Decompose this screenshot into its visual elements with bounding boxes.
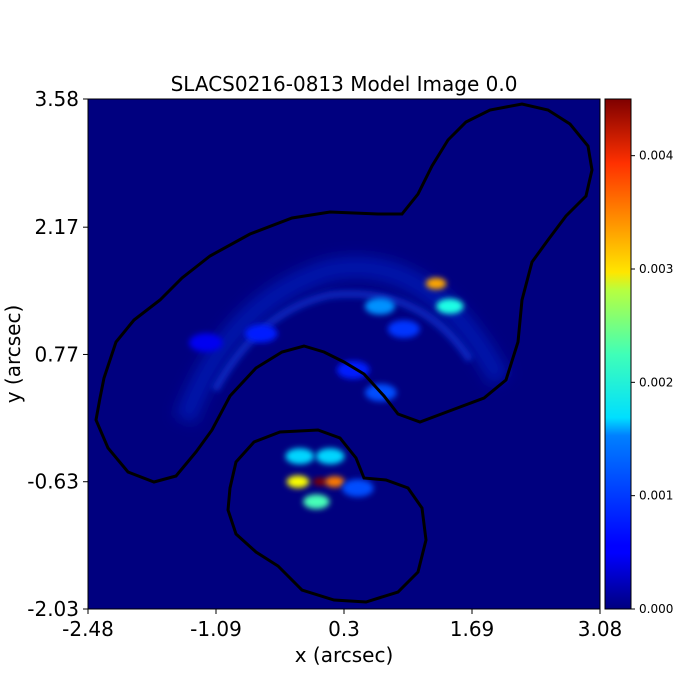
heatmap-background <box>88 99 600 609</box>
x-axis-label: x (arcsec) <box>295 643 394 667</box>
central-emission-blob-3 <box>303 494 330 510</box>
central-emission-blob-0 <box>312 477 328 486</box>
colorbar-tick-label: 0.002 <box>639 375 673 389</box>
colorbar: 0.000 0.001 0.002 0.003 0.004 <box>604 98 673 616</box>
x-axis: -2.48 -1.09 0.3 1.69 3.08 <box>62 609 622 641</box>
y-tick-label: -0.63 <box>27 470 79 494</box>
central-emission-blob-6 <box>341 479 374 497</box>
arc-glow <box>174 256 510 424</box>
arc-emission-blob-2 <box>436 298 464 314</box>
y-axis: 3.58 2.17 0.77 -0.63 -2.03 <box>27 87 88 621</box>
plot-area <box>88 99 600 609</box>
mask-outline-arc <box>94 102 594 484</box>
central-emission-blob-2 <box>286 475 310 488</box>
y-tick-label: -2.03 <box>27 597 79 621</box>
chart-title: SLACS0216-0813 Model Image 0.0 <box>171 72 518 96</box>
central-emission-blob-5 <box>315 448 345 465</box>
y-tick-label: 2.17 <box>34 215 79 239</box>
x-tick-label: 1.69 <box>450 617 495 641</box>
colorbar-ticks: 0.000 0.001 0.002 0.003 0.004 <box>631 149 673 616</box>
y-tick-label: 3.58 <box>34 87 79 111</box>
central-emission-blob-4 <box>285 448 315 465</box>
central-emission-blob-1 <box>324 476 345 488</box>
arc-emission-blob-3 <box>387 320 420 338</box>
x-tick-label: -1.09 <box>190 617 242 641</box>
colorbar-tick-label: 0.003 <box>639 262 673 276</box>
arc-emission-blob-5 <box>336 360 370 379</box>
arc-emission-blob-6 <box>244 324 278 343</box>
emission-layer <box>189 277 464 510</box>
y-tick-label: 0.77 <box>34 342 79 366</box>
x-tick-label: 0.3 <box>328 617 360 641</box>
colorbar-tick-label: 0.001 <box>639 489 673 503</box>
colorbar-tick-label: 0.000 <box>639 602 673 616</box>
arc-glow-inner <box>211 289 474 392</box>
arc-emission-blob-0 <box>364 297 396 315</box>
x-tick-label: 3.08 <box>578 617 623 641</box>
colorbar-tick-label: 0.004 <box>639 149 673 163</box>
arc-emission-blob-1 <box>425 277 447 290</box>
y-axis-label: y (arcsec) <box>1 305 25 404</box>
mask-outline-center <box>226 428 428 604</box>
colorbar-gradient <box>604 98 632 610</box>
x-tick-label: -2.48 <box>62 617 114 641</box>
arc-emission-blob-7 <box>189 333 223 352</box>
